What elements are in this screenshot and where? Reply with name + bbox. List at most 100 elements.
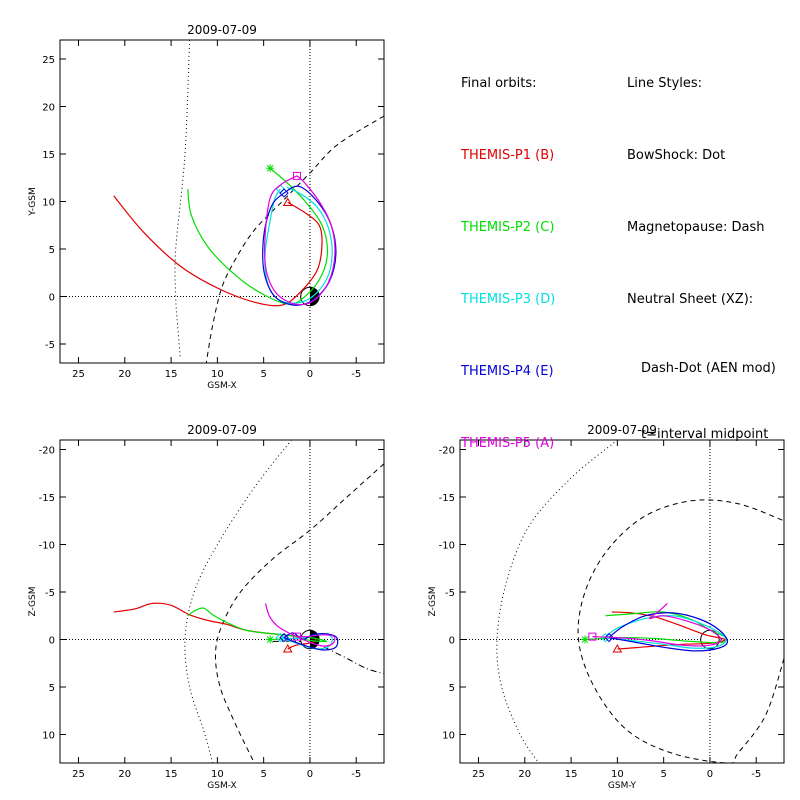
chart2-marker-p3 xyxy=(275,632,286,643)
chart2-orbit-p5 xyxy=(264,603,336,647)
legend-item-p1: THEMIS-P1 (B) xyxy=(461,148,555,163)
chart1-marker-p5 xyxy=(292,171,301,180)
chart1-orbit-p2 xyxy=(187,167,329,305)
chart2-frame xyxy=(59,439,385,764)
chart1-ytick-label: 10 xyxy=(42,198,55,209)
chart2-plot-area xyxy=(113,440,384,763)
chart3-xlabel: GSM-Y xyxy=(608,781,637,791)
chart2-marker-p5 xyxy=(292,632,301,641)
chart3-plot-area xyxy=(496,440,784,763)
chart1-ytick-label: 25 xyxy=(42,55,55,66)
chart3-ytick-label: -10 xyxy=(439,541,455,552)
chart1-marker-p2 xyxy=(266,164,275,173)
chart1-ytick-label: 0 xyxy=(49,293,55,304)
chart2-magnetopause-line xyxy=(214,463,384,763)
chart3-ytick-label: 0 xyxy=(449,636,455,647)
chart3-marker-p4 xyxy=(604,632,614,643)
chart3-xtick-label: 15 xyxy=(565,769,578,780)
chart3-marker-p1 xyxy=(612,643,623,653)
chart2-marker-p4 xyxy=(279,632,289,643)
chart1-bowshock-line xyxy=(174,40,191,359)
chart3-xtick-label: 10 xyxy=(611,769,624,780)
chart2-orbit-p3 xyxy=(280,633,333,650)
chart3-bowshock-line xyxy=(496,440,618,763)
chart3-magnetopause-line xyxy=(577,499,784,763)
chart3-marker-p2 xyxy=(580,635,589,644)
style-neutral-sheet: Neutral Sheet (XZ): xyxy=(627,292,754,307)
chart1-plot-area xyxy=(113,40,384,363)
chart2-ytick-label: 0 xyxy=(49,636,55,647)
chart3-frame xyxy=(459,439,785,764)
chart2-ylabel: Z-GSM xyxy=(28,586,38,616)
orbits-legend: Final orbits: THEMIS-P1 (B) THEMIS-P2 (C… xyxy=(461,24,555,480)
chart1-ytick-label: 20 xyxy=(42,103,55,114)
chart3-orbit-p5 xyxy=(592,602,722,647)
chart1-frame xyxy=(59,39,385,364)
chart2-ytick-label: 10 xyxy=(42,731,55,742)
chart1-magnetopause-line xyxy=(205,115,384,363)
chart2-bowshock-line xyxy=(184,440,292,763)
chart2-xtick-label: 20 xyxy=(118,769,131,780)
legend-item-p3: THEMIS-P3 (D) xyxy=(461,292,556,307)
chart2-ytick-label: 5 xyxy=(49,683,55,694)
chart1-xtick-label: 15 xyxy=(165,369,178,380)
chart3-xtick-label: 25 xyxy=(472,769,485,780)
chart3-xtick-label: 5 xyxy=(660,769,666,780)
chart1-xtick-label: 0 xyxy=(307,369,313,380)
chart1-xtick-label: 5 xyxy=(260,369,266,380)
chart3-ytick-label: 5 xyxy=(449,683,455,694)
chart3-marker-p3 xyxy=(600,632,611,643)
chart1-ytick-label: 5 xyxy=(49,245,55,256)
style-magnetopause: Magnetopause: Dash xyxy=(627,220,765,235)
line-styles-title: Line Styles: xyxy=(627,76,703,91)
chart3-orbit-p4 xyxy=(608,612,729,652)
chart1-xtick-label: -5 xyxy=(351,369,361,380)
chart2-xtick-label: 15 xyxy=(165,769,178,780)
legend-item-p2: THEMIS-P2 (C) xyxy=(461,220,555,235)
style-bowshock: BowShock: Dot xyxy=(627,148,726,163)
chart2-neutral-sheet-line xyxy=(272,640,384,675)
chart2-ytick-label: -5 xyxy=(45,588,55,599)
chart3-marker-p5 xyxy=(588,632,597,641)
chart1-title: 2009-07-09 xyxy=(187,23,257,37)
chart3-xtick-label: 20 xyxy=(518,769,531,780)
legend-item-p4: THEMIS-P4 (E) xyxy=(461,364,554,379)
chart3-orbit-p3 xyxy=(604,615,727,649)
chart1-orbit-p3 xyxy=(264,186,333,304)
chart2-orbit-p1 xyxy=(113,602,317,650)
chart2-xtick-label: -5 xyxy=(351,769,361,780)
chart2-xtick-label: 25 xyxy=(72,769,85,780)
orbits-legend-title: Final orbits: xyxy=(461,76,537,91)
chart1-ytick-label: 15 xyxy=(42,150,55,161)
chart3-ytick-label: -5 xyxy=(445,588,455,599)
chart2-title: 2009-07-09 xyxy=(187,423,257,437)
chart1-orbit-p1 xyxy=(113,195,323,307)
chart3-xtick-label: 0 xyxy=(707,769,713,780)
chart2-ytick-label: -10 xyxy=(39,541,55,552)
chart2-ytick-label: -20 xyxy=(39,446,55,457)
chart1-xtick-label: 25 xyxy=(72,369,85,380)
chart1-marker-p1 xyxy=(282,197,293,206)
chart3-title: 2009-07-09 xyxy=(587,423,657,437)
chart1-xlabel: GSM-X xyxy=(207,381,236,391)
style-time-note: t=interval midpoint xyxy=(641,427,769,442)
chart1-ytick-label: -5 xyxy=(45,340,55,351)
chart1-ylabel: Y-GSM xyxy=(28,187,38,216)
legend-item-p5: THEMIS-P5 (A) xyxy=(461,436,555,451)
chart2-marker-p1 xyxy=(282,643,293,653)
chart2-xtick-label: 5 xyxy=(260,769,266,780)
chart1-marker-p4 xyxy=(279,188,289,198)
line-styles-legend: Line Styles: BowShock: Dot Magnetopause:… xyxy=(627,24,776,468)
chart1-orbit-p5 xyxy=(263,175,336,306)
chart3-xtick-label: -5 xyxy=(751,769,761,780)
chart1-xtick-label: 10 xyxy=(211,369,224,380)
chart3-ylabel: Z-GSM xyxy=(428,586,438,616)
chart3-ytick-label: -20 xyxy=(439,446,455,457)
style-neutral-sheet-detail: Dash-Dot (AEN mod) xyxy=(641,361,776,376)
chart2-marker-p2 xyxy=(266,635,275,644)
chart2-orbit-p2 xyxy=(187,607,328,643)
chart2-xlabel: GSM-X xyxy=(207,781,236,791)
chart2-ytick-label: -15 xyxy=(39,493,55,504)
chart3-ytick-label: 10 xyxy=(442,731,455,742)
